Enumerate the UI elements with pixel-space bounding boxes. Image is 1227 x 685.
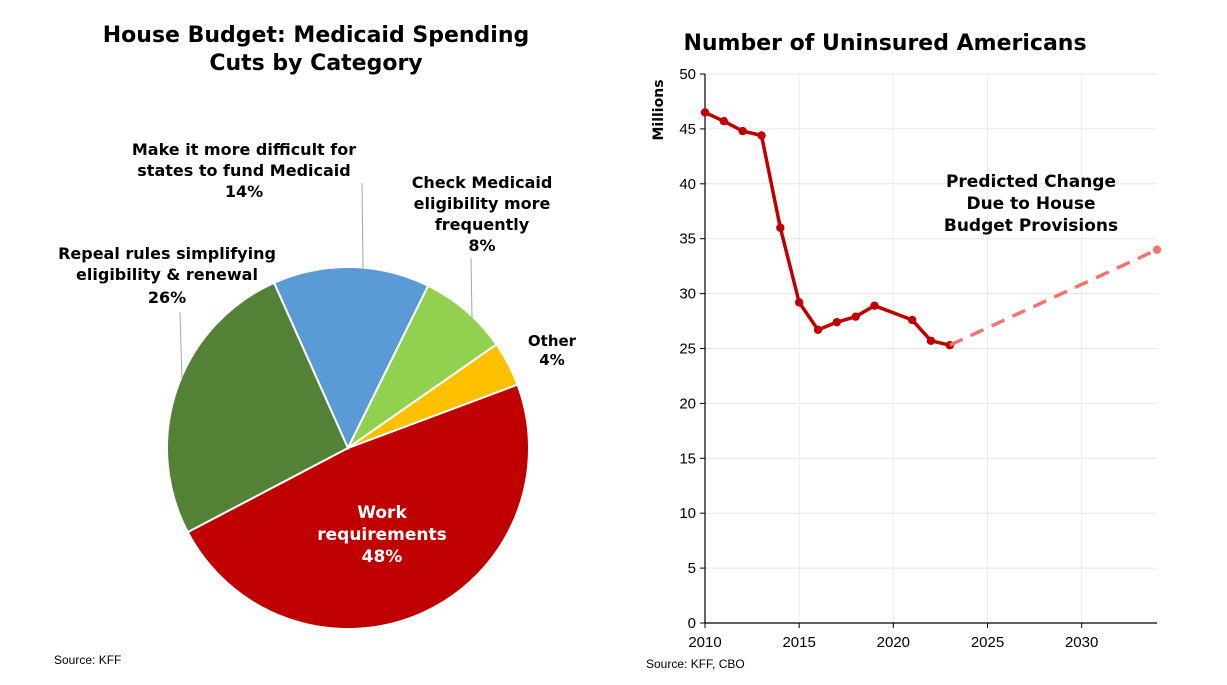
line-title: Number of Uninsured Americans	[683, 31, 1086, 56]
y-tick-label: 25	[679, 341, 696, 358]
data-point	[776, 223, 785, 232]
y-tick-label: 15	[679, 450, 696, 467]
pie-slices	[165, 266, 531, 631]
pie-title-line-2: Cuts by Category	[209, 51, 422, 76]
y-axis-title: Millions	[651, 79, 667, 140]
x-tick-label: 2030	[1065, 634, 1098, 651]
slice-label-work-pct: 48%	[362, 547, 403, 567]
y-tick-label: 0	[688, 615, 696, 632]
predicted-point	[1152, 245, 1162, 254]
x-tick-label: 2025	[971, 634, 1004, 651]
gridlines	[705, 73, 1157, 623]
y-tick-label: 5	[688, 560, 696, 577]
line-chart: Number of Uninsured Americans Millions 0…	[646, 31, 1162, 671]
x-tick-label: 2020	[877, 634, 910, 651]
y-tick-label: 35	[679, 231, 696, 248]
data-point	[926, 336, 936, 346]
y-tick-label: 20	[679, 395, 696, 412]
pie-slice-other	[347, 343, 519, 449]
y-tick-label: 50	[679, 66, 696, 83]
pie-slice-fund	[272, 266, 430, 451]
data-point	[851, 312, 860, 321]
slice-label-check-line-1: Check Medicaid	[412, 173, 553, 192]
pie-slice-check	[347, 284, 498, 449]
pie-source: Source: KFF	[54, 653, 121, 667]
data-point	[813, 325, 823, 335]
slice-label-check-pct: 8%	[468, 236, 495, 255]
slice-label-work-line-2: requirements	[317, 525, 447, 545]
data-point	[738, 126, 747, 136]
data-point	[700, 108, 710, 117]
axes	[700, 73, 1157, 628]
slice-label-repeal-line-2: eligibility & renewal	[76, 265, 258, 284]
annotation-line-1: Predicted Change	[946, 172, 1116, 192]
y-tick-label: 10	[679, 505, 696, 522]
y-tick-label: 40	[679, 176, 696, 193]
slice-label-work-line-1: Work	[357, 503, 407, 523]
pie-chart: House Budget: Medicaid Spending Cuts by …	[54, 23, 577, 667]
data-point	[832, 317, 842, 327]
series	[700, 108, 1162, 350]
series-line-predicted	[949, 248, 1158, 347]
series-line-actual	[704, 110, 951, 347]
annotation-line-2: Due to House	[966, 194, 1095, 214]
line-source: Source: KFF, CBO	[646, 657, 745, 671]
leader-line-check	[470, 257, 473, 319]
x-tick-label: 2015	[782, 634, 815, 651]
pie-title-line-1: House Budget: Medicaid Spending	[103, 23, 530, 48]
y-tick-label: 30	[679, 286, 696, 303]
data-point	[907, 315, 917, 325]
x-tick-label: 2010	[688, 634, 721, 651]
leader-line-repeal	[179, 311, 183, 381]
annotation-line-3: Budget Provisions	[944, 216, 1118, 236]
pie-slice-work	[186, 383, 531, 631]
pie-slice-repeal	[165, 281, 350, 534]
slice-label-fund-line-1: Make it more difficult for	[132, 140, 356, 159]
slice-label-fund-line-2: states to fund Medicaid	[137, 161, 350, 180]
slice-label-other: Other	[528, 332, 577, 350]
slice-label-repeal-pct: 26%	[148, 288, 186, 307]
slice-label-check-line-3: frequently	[435, 215, 530, 234]
leader-line-fund	[361, 182, 364, 269]
slice-label-fund-pct: 14%	[225, 182, 263, 201]
data-point	[794, 298, 804, 307]
slice-label-repeal-line-1: Repeal rules simplifying	[58, 244, 276, 263]
y-tick-label: 45	[679, 121, 696, 138]
data-point	[757, 131, 766, 140]
data-point	[719, 117, 729, 126]
slice-label-check-line-2: eligibility more	[414, 194, 551, 213]
slice-label-other-pct: 4%	[539, 351, 564, 369]
data-point	[870, 301, 879, 310]
